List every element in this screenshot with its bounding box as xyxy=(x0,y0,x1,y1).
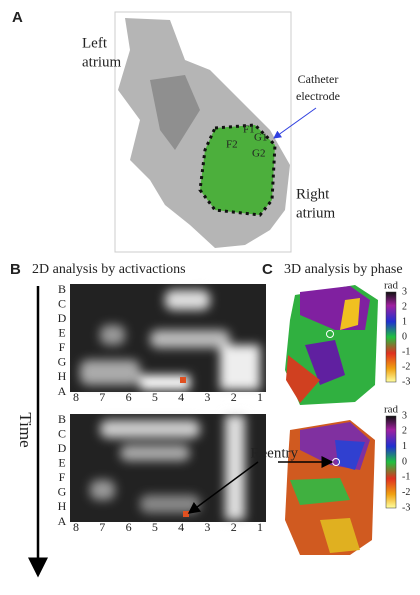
column-label: 7 xyxy=(99,520,105,534)
right-atrium: atrium xyxy=(296,205,335,221)
left-atrium: atrium xyxy=(82,54,121,70)
row-label: G xyxy=(58,485,67,499)
row-label: C xyxy=(58,426,66,440)
column-label: 1 xyxy=(257,390,263,404)
catheter-label: Catheter xyxy=(298,72,339,86)
row-label: D xyxy=(58,441,67,455)
column-label: 4 xyxy=(178,390,184,404)
colorbar xyxy=(386,416,396,508)
reentry-label: Reentry xyxy=(251,445,299,461)
column-label: 2 xyxy=(231,390,237,404)
colorbar-tick: -3 xyxy=(402,502,410,513)
column-label: 2 xyxy=(231,520,237,534)
column-label: 8 xyxy=(73,390,79,404)
row-label: D xyxy=(58,311,67,325)
column-label: 5 xyxy=(152,520,158,534)
colorbar-tick: -2 xyxy=(402,361,410,372)
row-label: B xyxy=(58,412,66,426)
column-label: 3 xyxy=(204,520,210,534)
colorbar-tick: -1 xyxy=(402,346,410,357)
electrode: F1 xyxy=(243,124,255,136)
body: A Left atrium Catheter electrode F1 F2 G… xyxy=(0,0,420,595)
colorbar-tick: 3 xyxy=(402,286,407,297)
row-label: A xyxy=(58,384,67,398)
heatmap xyxy=(70,284,266,392)
electrode: G1 xyxy=(254,132,267,144)
colorbar-tick: 2 xyxy=(402,426,407,437)
column-label: 3 xyxy=(204,390,210,404)
left-atrium: Left xyxy=(82,35,108,51)
row-label: H xyxy=(58,369,67,383)
column-label: 6 xyxy=(126,520,132,534)
panel-label: A xyxy=(12,9,23,26)
colorbar xyxy=(386,292,396,382)
right-atrium: Right xyxy=(296,186,330,202)
electrode: G2 xyxy=(252,148,265,160)
colorbar-tick: 0 xyxy=(402,456,407,467)
row-label: C xyxy=(58,296,66,310)
catheter-arrow xyxy=(274,108,316,138)
row-label: F xyxy=(59,340,66,354)
row-label: F xyxy=(59,470,66,484)
colorbar-tick: -2 xyxy=(402,487,410,498)
electrode: F2 xyxy=(226,139,238,151)
panel-label: C xyxy=(262,261,273,278)
row-label: G xyxy=(58,355,67,369)
column-label: 4 xyxy=(178,520,184,534)
colorbar-tick: 1 xyxy=(402,316,407,327)
panel-title: 3D analysis by phase xyxy=(284,262,403,277)
row-label: H xyxy=(58,499,67,513)
colorbar-tick: -3 xyxy=(402,376,410,387)
colorbar-tick: 0 xyxy=(402,331,407,342)
panel-title: 2D analysis by activactions xyxy=(32,262,186,277)
column-label: 8 xyxy=(73,520,79,534)
catheter-label: electrode xyxy=(296,89,340,103)
panel-label: B xyxy=(10,261,21,278)
row-label: B xyxy=(58,282,66,296)
colorbar-tick: 3 xyxy=(402,410,407,421)
colorbar-tick: -1 xyxy=(402,472,410,483)
column-label: 7 xyxy=(99,390,105,404)
colorbar-tick: 2 xyxy=(402,301,407,312)
heatmap xyxy=(70,414,266,522)
row-label: E xyxy=(58,325,65,339)
page: {"panel_a": {"label": "A", "left_atrium"… xyxy=(0,0,420,595)
colorbar-tick: 1 xyxy=(402,441,407,452)
time-label: Time xyxy=(16,412,35,447)
column-label: 5 xyxy=(152,390,158,404)
figure: A Left atrium Catheter electrode F1 F2 G… xyxy=(0,0,420,590)
column-label: 6 xyxy=(126,390,132,404)
row-label: A xyxy=(58,514,67,528)
row-label: E xyxy=(58,455,65,469)
colorbar-unit: rad xyxy=(384,280,399,292)
colorbar-unit: rad xyxy=(384,404,399,416)
column-label: 1 xyxy=(257,520,263,534)
